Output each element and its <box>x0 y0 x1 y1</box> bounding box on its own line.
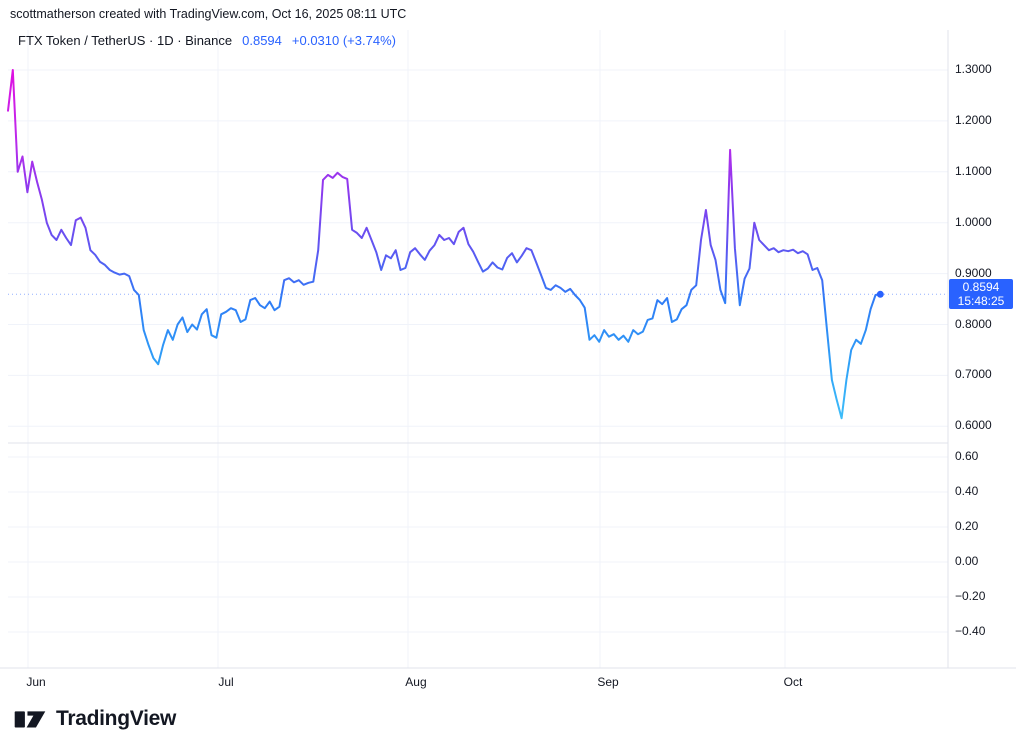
y-axis-label: 0.60 <box>955 449 979 463</box>
price-badge-value: 0.8594 <box>962 280 1000 295</box>
y-axis-label: 1.1000 <box>955 163 992 178</box>
y-axis-label: 0.6000 <box>955 418 992 433</box>
y-axis-label: 0.9000 <box>955 265 992 280</box>
x-axis-label: Jul <box>218 675 234 689</box>
x-axis-label: Oct <box>783 675 803 689</box>
y-axis-label: −0.40 <box>955 624 986 638</box>
symbol-title[interactable]: FTX Token / TetherUS · 1D · Binance <box>18 33 233 48</box>
price-change: +0.0310 (+3.74%) <box>291 33 396 48</box>
x-axis-label: Jun <box>26 675 46 689</box>
y-axis-label: 1.2000 <box>955 112 992 127</box>
last-price: 0.8594 <box>242 33 282 48</box>
price-axis[interactable]: 1.3000 1.2000 1.1000 1.0000 0.9000 0.8000 0.70… <box>948 0 1024 700</box>
y-axis-label: 1.3000 <box>955 62 992 76</box>
chart-legend[interactable]: FTX Token / TetherUS · 1D · Binance 0.85… <box>18 33 396 48</box>
y-axis-label: 1.0000 <box>955 214 992 229</box>
chart-plot-area[interactable] <box>0 0 1024 700</box>
x-axis-label: Sep <box>597 675 619 689</box>
y-axis-label: 0.8000 <box>955 316 992 331</box>
y-axis-label: 0.20 <box>955 519 979 533</box>
price-badge: 0.8594 15:48:25 <box>949 279 1013 310</box>
tradingview-logo[interactable]: TradingView <box>13 704 176 734</box>
y-axis-label: 0.00 <box>955 554 979 568</box>
y-axis-label: 0.40 <box>955 484 979 498</box>
price-badge-countdown: 15:48:25 <box>957 294 1005 309</box>
y-axis-label: −0.20 <box>955 589 986 603</box>
y-axis-label: 0.7000 <box>955 367 992 382</box>
tradingview-logo-icon <box>14 711 46 728</box>
tradingview-logo-text: TradingView <box>56 707 177 730</box>
x-axis-label: Aug <box>405 675 427 689</box>
time-axis[interactable]: Jun Jul Aug Sep Oct <box>0 668 1024 698</box>
attribution-text: scottmatherson created with TradingView.… <box>10 7 407 21</box>
